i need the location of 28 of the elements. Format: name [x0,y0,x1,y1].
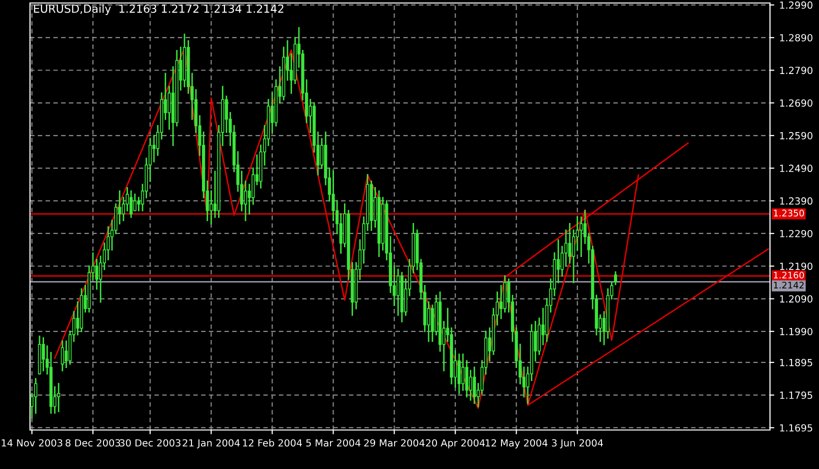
y-tick-label: 1.1990 [780,328,812,336]
y-tick-label: 1.2890 [780,34,812,42]
y-tick-label: 1.2390 [780,197,812,205]
y-tick-label: 1.1895 [780,358,812,366]
x-tick-label: 14 Nov 2003 [2,439,62,447]
x-tick-label: 30 Dec 2003 [120,439,180,447]
x-tick-label: 20 Apr 2004 [426,439,485,448]
y-tick-label: 1.1695 [780,424,812,432]
y-tick-label: 1.2490 [780,164,812,172]
y-tick-label: 1.2290 [780,230,812,238]
ref-line-label: 1.2350 [774,210,804,217]
y-tick-label: 1.2690 [780,99,812,107]
y-tick-label: 1.2190 [780,262,812,270]
x-tick-label: 21 Jan 2004 [182,439,240,448]
x-tick-label: 12 May 2004 [486,439,548,448]
x-tick-label: 12 Feb 2004 [243,439,302,447]
x-tick-label: 8 Dec 2003 [66,439,120,447]
y-tick-label: 1.2590 [780,132,812,140]
y-tick-label: 1.1795 [780,392,812,399]
y-tick-label: 1.2790 [780,66,812,74]
ref-line-label: 1.2160 [774,272,804,279]
x-tick-label: 3 Jun 2004 [552,439,603,448]
x-tick-label: 5 Mar 2004 [306,439,360,447]
ref-line-label: 1.2142 [774,282,804,288]
x-tick-label: 29 Mar 2004 [364,439,425,447]
chart-title: EURUSD,Daily 1.2163 1.2172 1.2134 1.2142 [34,4,284,16]
y-tick-label: 1.2990 [780,1,812,9]
y-tick-label: 1.2090 [780,295,812,303]
